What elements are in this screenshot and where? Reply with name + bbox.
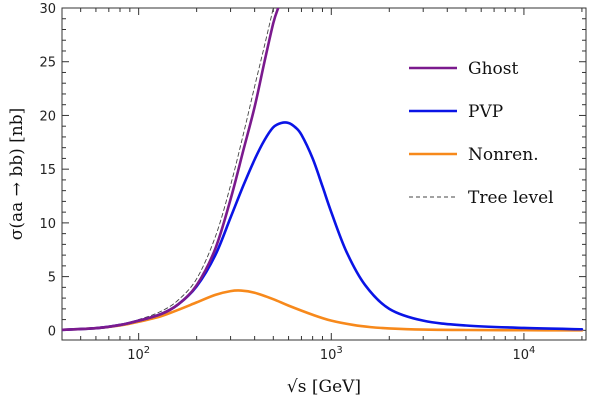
y-tick-label: 25 [39,56,56,71]
y-tick-label: 0 [48,324,56,339]
x-axis-title: √s [GeV] [287,377,361,397]
y-tick-label: 20 [39,109,56,124]
plot-frame [61,7,587,341]
x-tick-label: 102 [127,345,150,363]
y-tick-label: 15 [39,163,56,178]
y-axis-ticks: 0 5 10 15 20 25 30 [39,2,586,339]
legend-label-nonren: Nonren. [468,145,539,165]
x-tick-label: 103 [320,345,343,363]
y-tick-label: 5 [48,271,56,286]
x-tick-label: 104 [512,345,535,363]
x-axis-ticks: 102 103 104 [61,8,583,363]
legend-label-pvp: PVP [468,102,503,122]
series-line-ghost [62,8,280,332]
legend-label-ghost: Ghost [468,59,518,79]
legend-label-tree-level: Tree level [468,188,554,208]
y-tick-label: 30 [39,2,56,17]
series-layer [62,8,584,332]
y-tick-label: 10 [39,217,56,232]
y-axis-title: σ(aa → bb) [nb] [7,108,27,240]
legend: Ghost PVP Nonren. Tree level [409,59,554,208]
series-line-nonren [62,289,584,332]
